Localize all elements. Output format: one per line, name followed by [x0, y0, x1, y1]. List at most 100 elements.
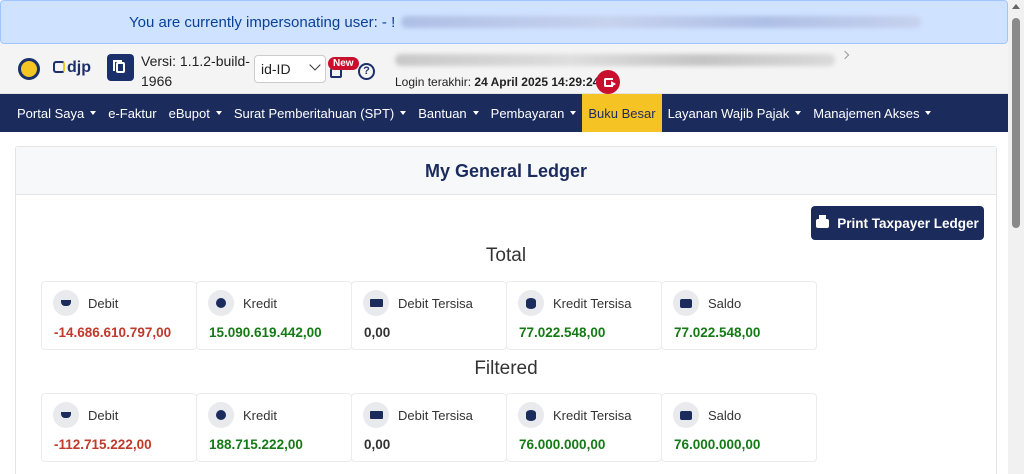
stat-card-debit: Debit -112.715.222,00	[41, 393, 197, 462]
nav-item-label: e-Faktur	[108, 105, 157, 121]
nav-item-label: Portal Saya	[17, 105, 85, 121]
nav-item-surat-pemberitahuan-spt[interactable]: Surat Pemberitahuan (SPT)	[228, 94, 412, 132]
help-icon[interactable]: ?	[358, 63, 375, 80]
printer-icon	[816, 214, 830, 228]
version-label: Versi:	[141, 53, 177, 69]
caret-down-icon	[472, 111, 479, 115]
stat-label: Saldo	[708, 408, 742, 423]
page-scrollbar[interactable]	[1008, 0, 1024, 474]
stat-card-kredit: Kredit 188.715.222,00	[196, 393, 352, 462]
stat-label: Debit	[88, 296, 119, 311]
scrollbar-thumb[interactable]	[1012, 18, 1020, 228]
total-stats-row: Debit -14.686.610.797,00 Kredit 15.090.619.…	[41, 281, 817, 350]
user-menu-chevron-icon[interactable]	[840, 50, 850, 60]
stat-card-kredit: Kredit 15.090.619.442,00	[196, 281, 352, 350]
coin-in-hand-icon	[208, 290, 234, 316]
nav-item-label: Bantuan	[418, 105, 467, 121]
nav-item-label: Layanan Wajib Pajak	[667, 105, 790, 121]
stat-label: Saldo	[708, 296, 742, 311]
money-bill-icon	[363, 402, 389, 428]
coins-icon	[518, 290, 544, 316]
nav-item-buku-besar[interactable]: Buku Besar	[582, 94, 662, 132]
last-login-info: Login terakhir: 24 April 2025 14:29:24	[395, 75, 599, 89]
nav-item-label: Manajemen Akses	[813, 105, 920, 121]
stat-value: 15.090.619.442,00	[209, 325, 322, 340]
new-badge: New	[328, 57, 359, 70]
stat-label: Kredit Tersisa	[553, 296, 632, 311]
hand-coin-icon	[53, 402, 79, 428]
main-navigation: Portal Saya e-Faktur eBupot Surat Pemberita…	[0, 94, 1008, 132]
stat-label: Kredit	[243, 408, 277, 423]
print-button-label: Print Taxpayer Ledger	[837, 215, 979, 231]
djp-logo[interactable]: djp	[53, 59, 91, 77]
djp-logo-icon	[53, 61, 65, 73]
stat-label: Kredit	[243, 296, 277, 311]
stat-label: Debit	[88, 408, 119, 423]
stat-label: Kredit Tersisa	[553, 408, 632, 423]
impersonation-text: You are currently impersonating user: - …	[129, 13, 396, 31]
copy-icon	[113, 60, 125, 73]
caret-down-icon	[90, 111, 97, 115]
login-label: Login terakhir:	[395, 75, 472, 89]
language-select[interactable]: id-ID	[254, 55, 326, 83]
general-ledger-card: My General Ledger Print Taxpayer Ledger …	[15, 146, 997, 474]
copy-version-button[interactable]	[107, 54, 134, 81]
scroll-up-icon[interactable]	[1012, 4, 1020, 9]
caret-down-icon	[925, 111, 932, 115]
coin-in-hand-icon	[208, 402, 234, 428]
stat-card-kredit-tersisa: Kredit Tersisa 76.000.000,00	[506, 393, 662, 462]
caret-down-icon	[215, 111, 222, 115]
total-section-title: Total	[485, 245, 527, 266]
stat-card-saldo: Saldo 76.000.000,00	[661, 393, 817, 462]
stat-card-kredit-tersisa: Kredit Tersisa 77.022.548,00	[506, 281, 662, 350]
stat-card-debit-tersisa: Debit Tersisa 0,00	[351, 281, 507, 350]
page-title: My General Ledger	[16, 147, 996, 195]
logout-button[interactable]	[596, 70, 620, 94]
version-info: Versi: 1.1.2-build-1966	[141, 51, 251, 91]
nav-item-ebupot[interactable]: eBupot	[163, 94, 228, 132]
caret-down-icon	[400, 111, 407, 115]
stat-value: 77.022.548,00	[674, 325, 761, 340]
filtered-section-title: Filtered	[474, 358, 538, 379]
stat-card-debit-tersisa: Debit Tersisa 0,00	[351, 393, 507, 462]
stat-card-debit: Debit -14.686.610.797,00	[41, 281, 197, 350]
print-taxpayer-ledger-button[interactable]: Print Taxpayer Ledger	[811, 206, 984, 240]
nav-item-label: Buku Besar	[588, 105, 656, 121]
stat-label: Debit Tersisa	[398, 296, 473, 311]
stat-value: 76.000.000,00	[674, 437, 761, 452]
redacted-user-info	[401, 16, 922, 28]
nav-item-bantuan[interactable]: Bantuan	[412, 94, 484, 132]
wallet-icon	[673, 402, 699, 428]
wallet-icon	[673, 290, 699, 316]
stat-value: 0,00	[364, 437, 391, 452]
impersonation-banner: You are currently impersonating user: - …	[0, 0, 1008, 44]
nav-item-label: Pembayaran	[490, 105, 565, 121]
caret-down-icon	[795, 111, 802, 115]
stat-value: 0,00	[364, 325, 391, 340]
language-value: id-ID	[261, 61, 291, 77]
top-header: djp Versi: 1.1.2-build-1966 id-ID New ? …	[0, 44, 1008, 94]
nav-item-layanan-wajib-pajak[interactable]: Layanan Wajib Pajak	[662, 94, 808, 132]
stat-value: 77.022.548,00	[519, 325, 606, 340]
nav-item-label: eBupot	[168, 105, 210, 121]
redacted-user-name[interactable]	[395, 54, 835, 66]
stat-value: 76.000.000,00	[519, 437, 606, 452]
chevron-down-icon	[309, 59, 321, 71]
nav-item-manajemen-akses[interactable]: Manajemen Akses	[807, 94, 937, 132]
nav-item-e-faktur[interactable]: e-Faktur	[102, 94, 162, 132]
caret-down-icon	[570, 111, 577, 115]
stat-label: Debit Tersisa	[398, 408, 473, 423]
kemenkeu-logo-icon	[18, 58, 40, 80]
filtered-stats-row: Debit -112.715.222,00 Kredit 188.715.222,00…	[41, 393, 817, 462]
stat-value: 188.715.222,00	[209, 437, 303, 452]
nav-item-label: Surat Pemberitahuan (SPT)	[233, 105, 395, 121]
logout-icon	[603, 77, 616, 87]
coins-icon	[518, 402, 544, 428]
login-time: 24 April 2025 14:29:24	[474, 75, 600, 89]
hand-coin-icon	[53, 290, 79, 316]
stat-value: -112.715.222,00	[54, 437, 152, 452]
nav-item-pembayaran[interactable]: Pembayaran	[485, 94, 583, 132]
version-value: 1.1.2-build-1966	[141, 53, 250, 89]
stat-value: -14.686.610.797,00	[54, 325, 172, 340]
nav-item-portal-saya[interactable]: Portal Saya	[11, 94, 102, 132]
